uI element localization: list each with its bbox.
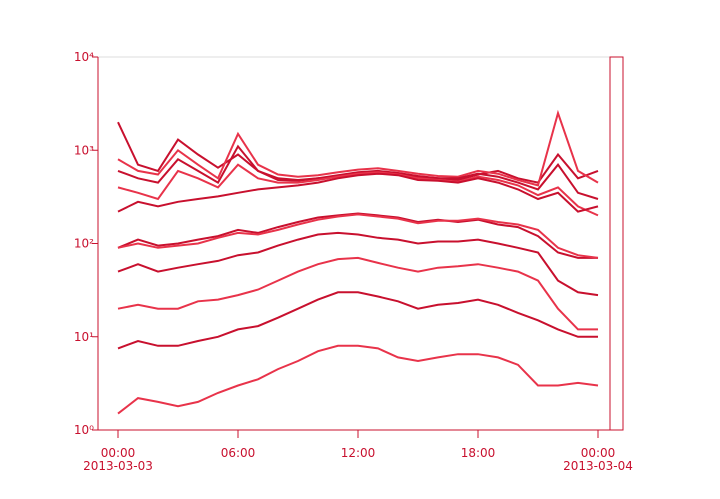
series-line (117, 163, 599, 217)
x-tick-label: 12:00 (341, 446, 376, 460)
x-tick-label: 00:00 (101, 446, 136, 460)
y-tick-label: 10⁰ (74, 423, 94, 437)
series-line (117, 144, 599, 200)
series-line (117, 172, 599, 213)
y-tick-label: 10³ (74, 143, 94, 157)
y-tick-label: 10⁴ (74, 50, 94, 64)
series-line (117, 213, 599, 259)
y-tick-label: 10² (74, 237, 94, 251)
x-tick-label: 06:00 (221, 446, 256, 460)
x-tick-label: 00:00 (581, 446, 616, 460)
x-tick-date: 2013-03-03 (83, 459, 153, 473)
x-tick-label: 18:00 (461, 446, 496, 460)
series-line (117, 256, 598, 331)
series-line (117, 231, 599, 297)
series-line (117, 291, 598, 350)
series-line (117, 109, 599, 187)
y-tick-label: 10¹ (74, 330, 94, 344)
side-frame (609, 56, 624, 431)
series-line (117, 344, 599, 415)
series-line (117, 212, 598, 259)
x-tick-date: 2013-03-04 (563, 459, 633, 473)
